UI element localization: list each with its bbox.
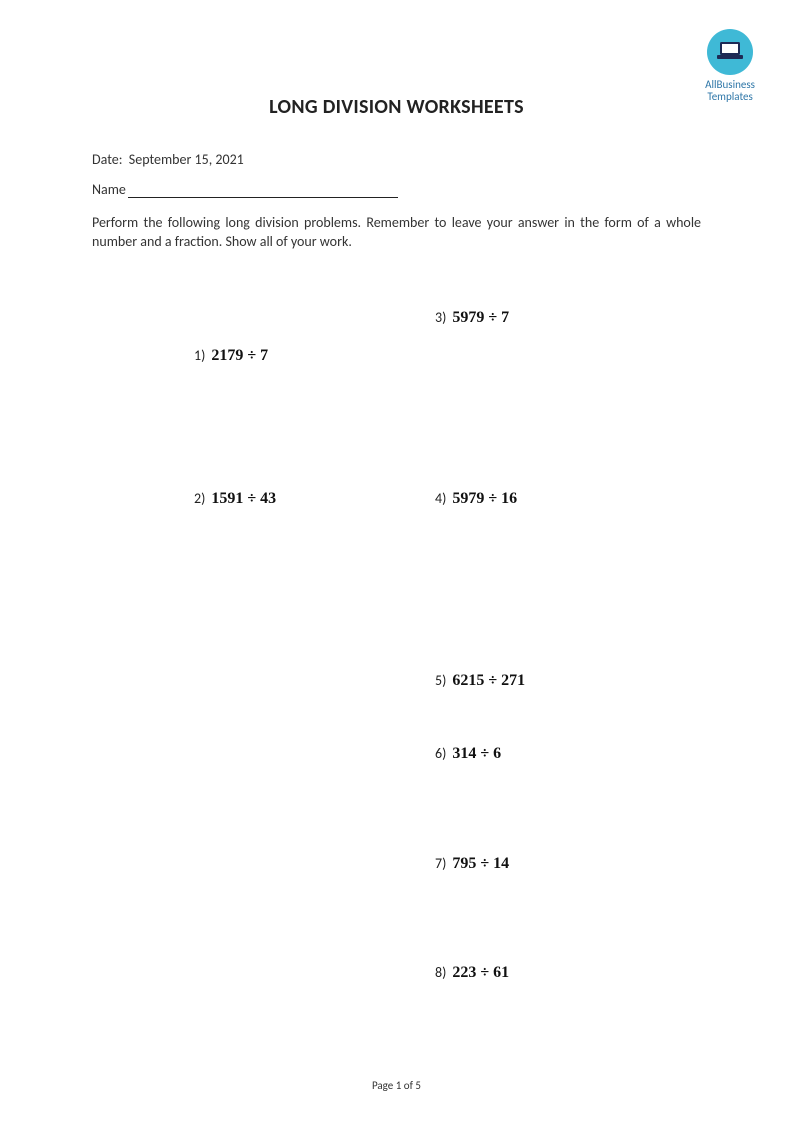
problem-expression: 5979 ÷ 7 <box>452 309 509 326</box>
problem: 3) 5979 ÷ 7 <box>435 309 509 327</box>
problem-expression: 1591 ÷ 43 <box>211 490 276 507</box>
problem-expression: 2179 ÷ 7 <box>211 347 268 364</box>
problem-number: 5) <box>435 672 446 689</box>
page-title: LONG DIVISION WORKSHEETS <box>0 95 793 119</box>
problem-expression: 314 ÷ 6 <box>452 745 501 762</box>
problem-expression: 6215 ÷ 271 <box>452 672 525 689</box>
problem: 6) 314 ÷ 6 <box>435 745 501 763</box>
worksheet-page: AllBusiness Templates LONG DIVISION WORK… <box>0 0 793 1122</box>
problem-number: 1) <box>194 347 205 364</box>
brand-logo: AllBusiness Templates <box>705 28 755 103</box>
problem-expression: 795 ÷ 14 <box>452 855 509 872</box>
date-value: September 15, 2021 <box>129 151 244 168</box>
problem: 1) 2179 ÷ 7 <box>194 347 268 365</box>
problem: 4) 5979 ÷ 16 <box>435 490 517 508</box>
problem: 7) 795 ÷ 14 <box>435 855 509 873</box>
problem-number: 4) <box>435 490 446 507</box>
problem-expression: 5979 ÷ 16 <box>452 490 517 507</box>
problem-number: 8) <box>435 964 446 981</box>
problem-number: 2) <box>194 490 205 507</box>
instructions-text: Perform the following long division prob… <box>92 214 701 252</box>
problem: 8) 223 ÷ 61 <box>435 964 509 982</box>
laptop-icon <box>706 28 754 76</box>
name-row: Name <box>92 181 701 198</box>
page-footer: Page 1 of 5 <box>0 1079 793 1092</box>
problem-number: 3) <box>435 309 446 326</box>
problem-number: 7) <box>435 855 446 872</box>
date-label: Date: <box>92 151 122 168</box>
problem: 2) 1591 ÷ 43 <box>194 490 276 508</box>
problem-expression: 223 ÷ 61 <box>452 964 509 981</box>
problem-number: 6) <box>435 745 446 762</box>
name-input-line[interactable] <box>128 183 398 198</box>
problem: 5) 6215 ÷ 271 <box>435 672 525 690</box>
date-row: Date: September 15, 2021 <box>92 151 701 168</box>
name-label: Name <box>92 181 126 198</box>
